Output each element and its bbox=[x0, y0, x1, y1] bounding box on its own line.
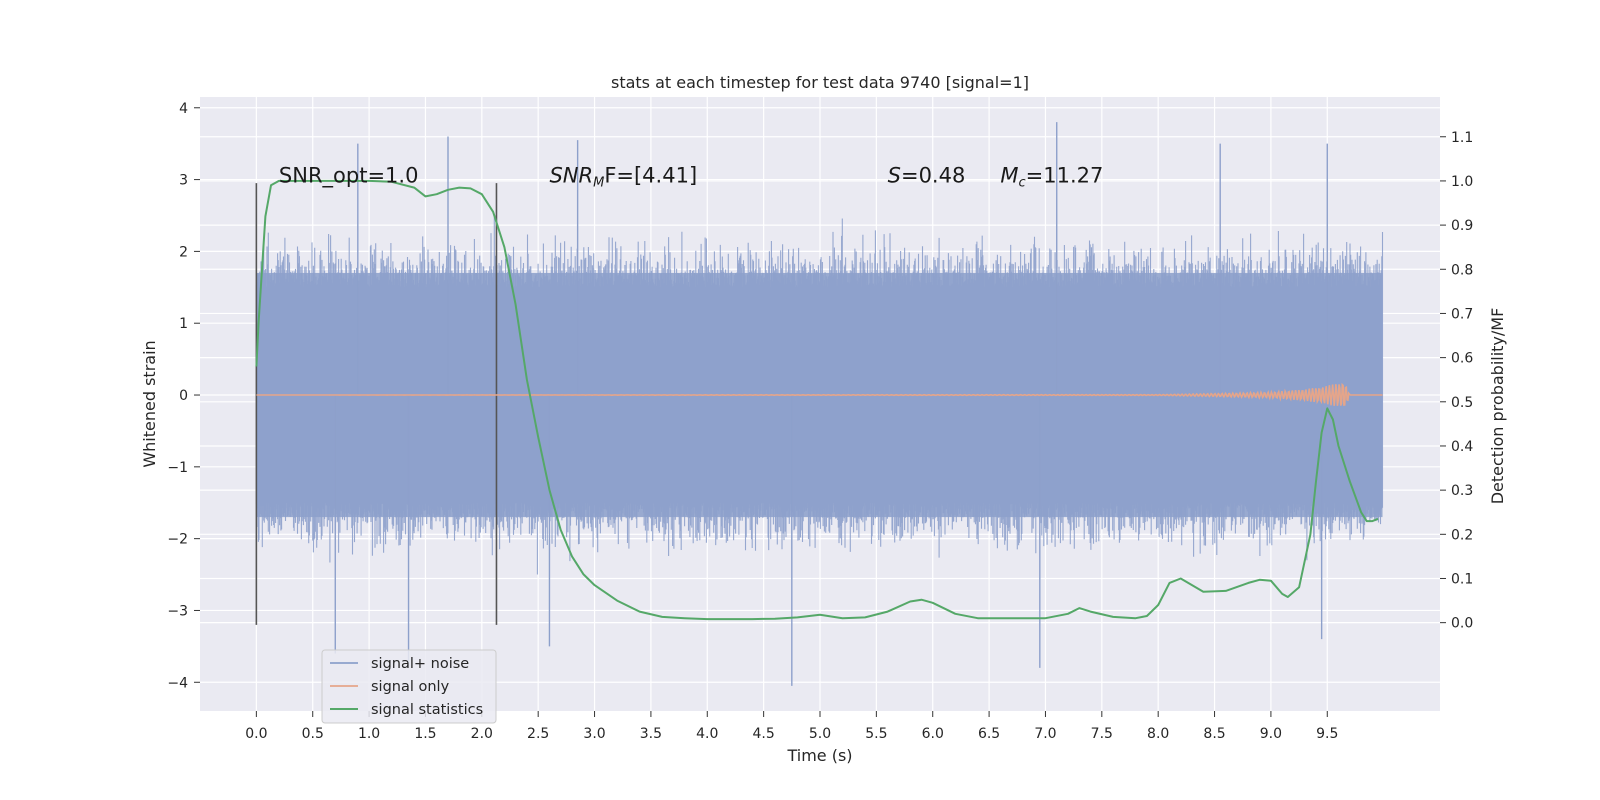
y-right-tick-label: 0.8 bbox=[1451, 262, 1473, 278]
x-tick-label: 2.5 bbox=[527, 726, 549, 742]
y-right-tick-label: 0.3 bbox=[1451, 483, 1473, 499]
y-right-tick-label: 0.1 bbox=[1451, 571, 1473, 587]
legend-label-signal-statistics: signal statistics bbox=[371, 702, 483, 718]
y-left-tick-label: 0 bbox=[179, 388, 188, 404]
y-right-tick-label: 1.0 bbox=[1451, 174, 1473, 190]
x-tick-label: 7.0 bbox=[1034, 726, 1056, 742]
legend-label-signal-only: signal only bbox=[371, 679, 450, 695]
x-tick-label: 0.5 bbox=[302, 726, 324, 742]
x-tick-label: 8.5 bbox=[1203, 726, 1225, 742]
y-left-tick-label: −4 bbox=[167, 675, 188, 691]
x-tick-label: 1.5 bbox=[414, 726, 436, 742]
x-tick-label: 0.0 bbox=[245, 726, 267, 742]
y-right-tick-label: 1.1 bbox=[1451, 130, 1473, 146]
axis-ticks: 0.0 0.5 1.0 1.5 2.0 2.5 3.0 3.5 4.0 4.5 5.0 5.5 6.0 6… bbox=[167, 101, 1473, 742]
annotation-chirp-mass-value: =11.27 bbox=[1026, 164, 1104, 188]
annotation-chirp-mass-subscript: c bbox=[1018, 176, 1025, 191]
x-tick-label: 7.5 bbox=[1091, 726, 1113, 742]
x-tick-label: 9.0 bbox=[1260, 726, 1282, 742]
x-tick-label: 5.5 bbox=[865, 726, 887, 742]
y-right-tick-label: 0.6 bbox=[1451, 351, 1473, 367]
y-right-tick-label: 0.4 bbox=[1451, 439, 1473, 455]
x-tick-label: 4.5 bbox=[753, 726, 775, 742]
annotation-snr-mf-base: SNR bbox=[549, 164, 593, 188]
annotation-snr-mf: SNRMF=[4.41] bbox=[549, 164, 697, 191]
y-right-tick-label: 0.0 bbox=[1451, 616, 1473, 632]
y-left-tick-label: 1 bbox=[179, 316, 188, 332]
x-tick-label: 6.5 bbox=[978, 726, 1000, 742]
legend: signal+ noise signal only signal statist… bbox=[321, 649, 497, 724]
annotation-snr-opt: SNR_opt=1.0 bbox=[279, 164, 419, 189]
annotation-snr-mf-value: F=[4.41] bbox=[604, 164, 697, 188]
x-tick-label: 8.0 bbox=[1147, 726, 1169, 742]
y-left-tick-label: −2 bbox=[167, 532, 188, 548]
y-axis-right-label: Detection probability/MF bbox=[1488, 308, 1507, 505]
x-axis-label: Time (s) bbox=[786, 746, 852, 765]
x-tick-label: 2.0 bbox=[471, 726, 493, 742]
y-right-tick-label: 0.2 bbox=[1451, 527, 1473, 543]
y-right-tick-label: 0.7 bbox=[1451, 306, 1473, 322]
annotation-s-stat-value: =0.48 bbox=[901, 164, 965, 188]
x-tick-label: 5.0 bbox=[809, 726, 831, 742]
legend-box bbox=[321, 649, 497, 724]
x-tick-label: 4.0 bbox=[696, 726, 718, 742]
x-tick-label: 1.0 bbox=[358, 726, 380, 742]
y-left-tick-label: 4 bbox=[179, 101, 188, 117]
signal-only-series bbox=[256, 382, 1383, 406]
y-right-tick-label: 0.9 bbox=[1451, 218, 1473, 234]
signal-only-line bbox=[256, 382, 1383, 406]
y-right-tick-label: 0.5 bbox=[1451, 395, 1473, 411]
y-left-tick-label: −1 bbox=[167, 460, 188, 476]
annotation-s-stat: S=0.48 bbox=[888, 164, 966, 188]
legend-label-signal-noise: signal+ noise bbox=[371, 656, 469, 672]
marker-lines bbox=[255, 183, 498, 625]
x-tick-label: 9.5 bbox=[1316, 726, 1338, 742]
signal-statistics-line bbox=[255, 179, 1379, 621]
chart-title: stats at each timestep for test data 974… bbox=[611, 73, 1029, 92]
annotation-chirp-mass: Mc=11.27 bbox=[1000, 164, 1103, 191]
annotations: SNR_opt=1.0 SNRMF=[4.41] S=0.48 Mc=11.27 bbox=[279, 164, 1103, 191]
annotation-chirp-mass-base: M bbox=[1000, 164, 1018, 188]
y-left-tick-label: 3 bbox=[179, 173, 188, 189]
y-left-tick-label: 2 bbox=[179, 244, 188, 260]
x-tick-label: 3.0 bbox=[583, 726, 605, 742]
x-tick-label: 6.0 bbox=[922, 726, 944, 742]
signal-statistics-series bbox=[255, 179, 1379, 621]
y-left-tick-label: −3 bbox=[167, 603, 188, 619]
annotation-s-stat-base: S bbox=[888, 164, 901, 188]
y-axis-left-label: Whitened strain bbox=[140, 340, 159, 467]
x-tick-label: 3.5 bbox=[640, 726, 662, 742]
annotation-snr-mf-subscript: M bbox=[593, 176, 604, 191]
